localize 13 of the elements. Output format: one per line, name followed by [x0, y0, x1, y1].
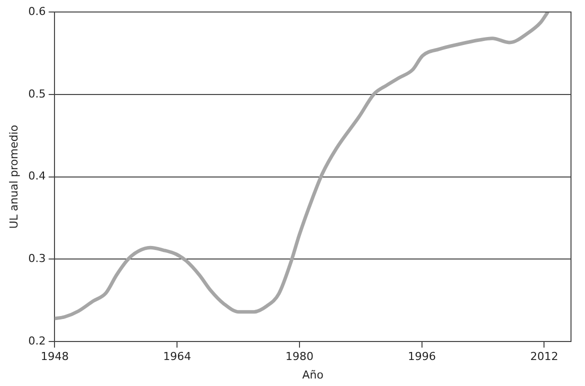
- x-tick-label: 2012: [530, 350, 558, 364]
- x-tick-label: 1996: [408, 350, 436, 364]
- x-tick-label: 1948: [40, 350, 69, 364]
- x-tick-label: 1964: [163, 350, 192, 364]
- x-axis-title: Año: [302, 368, 324, 382]
- line-series: [54, 12, 550, 320]
- y-tick-label: 0.3: [28, 252, 46, 266]
- x-tick-label: 1980: [285, 350, 314, 364]
- y-tick-label: 0.5: [28, 87, 46, 100]
- y-tick-label: 0.6: [28, 4, 46, 18]
- y-tick-label: 0.2: [28, 334, 46, 348]
- y-tick-label: 0.4: [28, 170, 46, 183]
- y-axis-title: UL anual promedio: [7, 124, 20, 229]
